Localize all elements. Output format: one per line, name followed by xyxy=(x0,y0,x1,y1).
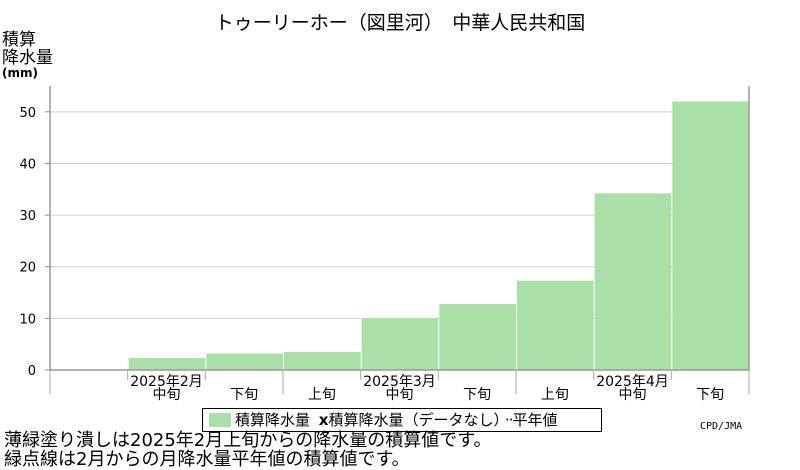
bar xyxy=(672,101,749,370)
note-1: 薄緑塗り潰しは2025年2月上旬からの降水量の積算値です。 xyxy=(4,430,492,451)
bar xyxy=(439,303,516,370)
note-2: 緑点線は2月からの月降水量平年値の積算値です。 xyxy=(4,449,410,470)
x-period-label: 上旬 xyxy=(541,387,569,403)
y-tick-label: 0 xyxy=(28,364,36,379)
y-tick-label: 10 xyxy=(19,312,36,327)
y-axis-label-line1: 積算 xyxy=(2,30,36,50)
x-period-label: 中旬 xyxy=(386,387,414,403)
bar xyxy=(517,280,594,370)
chart-title: トゥーリーホー（図里河） 中華人民共和国 xyxy=(214,12,586,34)
bar xyxy=(284,351,361,370)
legend-dotted-line: ·· xyxy=(505,411,513,429)
x-period-label: 中旬 xyxy=(619,387,647,403)
legend-series-label: 積算降水量 xyxy=(235,411,311,429)
axes xyxy=(49,86,750,371)
y-axis-label-line2: 降水量 xyxy=(2,48,53,68)
x-period-label: 下旬 xyxy=(230,387,258,403)
y-tick-label: 50 xyxy=(19,106,36,121)
x-period-label: 中旬 xyxy=(153,387,181,403)
x-ticks: 中旬 下旬 上旬 中旬 下旬 上旬 中旬 下旬 2025年2月 2025年3月 2025年4月 xyxy=(49,370,750,403)
bar xyxy=(206,353,283,370)
y-tick-label: 40 xyxy=(19,157,36,172)
credit: CPD/JMA xyxy=(700,421,743,432)
x-period-label: 下旬 xyxy=(696,387,724,403)
legend-normal-label: 積算降水量（データなし） xyxy=(328,411,501,429)
y-tick-label: 20 xyxy=(19,261,36,276)
x-month-label: 2025年3月 xyxy=(363,374,436,390)
x-period-label: 上旬 xyxy=(308,387,336,403)
bar xyxy=(594,193,672,370)
y-ticks: 0 10 20 30 40 50 xyxy=(19,106,50,379)
x-month-label: 2025年2月 xyxy=(130,374,203,390)
x-month-label: 2025年4月 xyxy=(596,374,669,390)
legend-normal-suffix: 平年値 xyxy=(512,411,558,429)
legend-swatch xyxy=(209,413,231,427)
bar xyxy=(128,358,206,370)
x-period-label: 下旬 xyxy=(463,387,491,403)
legend: 積算降水量 x積算降水量（データなし） ··平年値 xyxy=(202,408,602,432)
y-tick-label: 30 xyxy=(19,209,36,224)
bar xyxy=(361,318,439,370)
legend-marker: x xyxy=(318,411,329,429)
bars xyxy=(128,101,749,370)
y-axis-unit: (mm) xyxy=(2,66,38,80)
